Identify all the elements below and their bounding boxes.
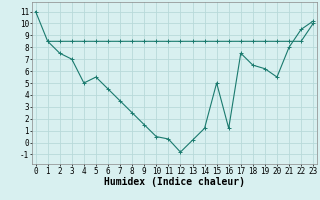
X-axis label: Humidex (Indice chaleur): Humidex (Indice chaleur) — [104, 177, 245, 187]
